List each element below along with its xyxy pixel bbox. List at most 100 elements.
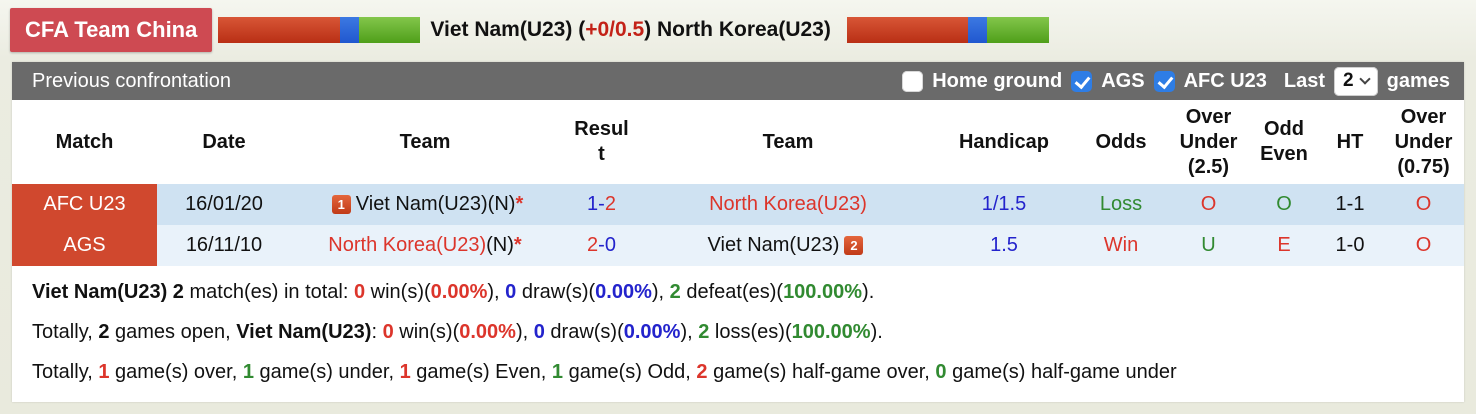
bar-segment-green-icon [987,17,1049,43]
odds-cell: Loss [1076,184,1166,225]
chevron-down-icon [1358,73,1371,85]
text-segment: ), [515,321,534,343]
bar-segment-blue-icon [339,17,359,43]
summary-line-totally: Totally, 2 games open, Viet Nam(U23): 0 … [32,312,1464,352]
table-row: AGS 16/11/10 North Korea(U23)(N)* 2 -0 Vi… [12,225,1464,266]
text-segment: 1 [551,361,564,383]
home-ground-checkbox[interactable] [902,70,924,92]
text-segment: 0.00% [623,321,681,343]
text-segment: 0.00% [459,321,516,343]
ags-checkbox[interactable] [1071,70,1093,92]
text-segment: * [515,193,524,215]
card-count-badge: 1 [331,195,351,214]
summary-section: Viet Nam(U23) 2 match(es) in total: 0 wi… [12,266,1464,402]
table-row: AFC U23 16/01/20 1 Viet Nam(U23)(N)* 1- 2… [12,184,1464,225]
text-segment: Totally, [32,321,99,343]
text-segment: win(s)( [365,281,431,303]
team-name: North Korea(U23)(N)* [328,234,521,257]
text-segment: Viet Nam(U23) [236,321,372,343]
text-segment: defeat(es)( [680,281,784,303]
text-segment: 0 [935,361,947,383]
bar-segment-green-icon [358,17,421,43]
last-games-select[interactable]: 2 [1334,66,1378,96]
text-segment: loss(es)( [709,321,792,343]
cfa-team-china-link[interactable]: CFA Team China [10,8,213,52]
text-segment: 1 [399,361,411,383]
text-segment: +0/0.5 [585,18,645,41]
odd-even-cell: E [1251,225,1317,266]
column-header-handicap: Handicap [958,130,1050,153]
text-segment: Viet Nam(U23) 2 [32,281,184,303]
text-segment: North Korea(U23) [328,234,487,256]
column-header-date: Date [202,130,246,153]
afc-u23-checkbox[interactable] [1153,70,1175,92]
away-team-cell: North Korea(U23) [644,184,932,225]
match-title: Viet Nam(U23) (+0/0.5) North Korea(U23) [430,18,831,42]
text-segment: 2 [698,321,710,343]
ht-cell: 1-0 [1317,225,1383,266]
bar-segment-blue-icon [968,17,988,43]
text-segment: : [371,321,383,343]
column-header-odds: Odds [1095,130,1147,153]
section-title: Previous confrontation [32,69,232,92]
text-segment: -0 [598,234,616,256]
text-segment: game(s) under, [253,361,400,383]
text-segment: draw(s)( [516,281,596,303]
column-header-ht: HT [1336,130,1364,153]
ht-cell: 1-1 [1317,184,1383,225]
text-segment: 0 [533,321,545,343]
summary-line-goals: Totally, 1 game(s) over, 1 game(s) under… [32,352,1464,392]
text-segment: 2 [98,321,110,343]
column-header-over-under-0-75: Over Under (0.75) [1394,105,1453,178]
text-segment: 2 [604,193,616,215]
home-team-cell: North Korea(U23)(N)* [291,225,559,266]
text-segment: 0.00% [595,281,652,303]
ags-label: AGS [1101,69,1145,92]
date-cell: 16/01/20 [157,184,291,225]
text-segment: win(s)( [393,321,460,343]
text-segment: Viet Nam(U23) ( [430,18,586,41]
team-name: Viet Nam(U23) [708,234,840,257]
text-segment: 2 [669,281,681,303]
column-header-result: Resul t [574,118,629,165]
last-games-value: 2 [1343,70,1354,91]
text-segment: 1 [98,361,110,383]
text-segment: Totally, [32,361,99,383]
bar-segment-red-icon [846,17,969,43]
text-segment: ). [862,281,875,303]
toolbar-filters: Home ground AGS AFC U23 Last 2 games [902,66,1450,96]
summary-line-total: Viet Nam(U23) 2 match(es) in total: 0 wi… [32,272,1464,312]
over-under-0-75-cell: O [1383,225,1464,266]
over-under-2-5-cell: O [1166,184,1251,225]
handicap-cell: 1/1.5 [932,184,1076,225]
team-name: North Korea(U23) [709,193,867,216]
text-segment: ), [487,281,506,303]
text-segment: draw(s)( [544,321,624,343]
table-header-row: Match Date Team Resul t Team Handicap Od… [12,100,1464,184]
card-count-badge: 2 [844,236,864,255]
text-segment: (N) [486,234,514,256]
text-segment: * [513,234,522,256]
color-bar-left [218,17,421,43]
text-segment: game(s) Even, [410,361,552,383]
text-segment: 2 [696,361,708,383]
bar-segment-red-icon [218,17,340,43]
text-segment: game(s) Odd, [563,361,697,383]
text-segment: 1- [587,193,605,215]
date-cell: 16/11/10 [157,225,291,266]
text-segment: games open, [109,321,237,343]
odd-even-cell: O [1251,184,1317,225]
handicap-cell: 1.5 [932,225,1076,266]
text-segment: 0.00% [430,281,488,303]
text-segment: Viet Nam(U23) [707,234,840,256]
text-segment: 0 [382,321,394,343]
column-header-team-home: Team [399,130,451,153]
text-segment: ) North Korea(U23) [644,18,831,41]
away-team-cell: Viet Nam(U23) 2 [644,225,932,266]
home-team-cell: 1 Viet Nam(U23)(N)* [291,184,559,225]
text-segment: Viet Nam(U23)(N) [355,193,516,215]
color-bar-right [846,17,1049,43]
text-segment: 2 [587,234,599,256]
team-name: Viet Nam(U23)(N)* [356,193,523,216]
home-ground-label: Home ground [932,69,1063,92]
